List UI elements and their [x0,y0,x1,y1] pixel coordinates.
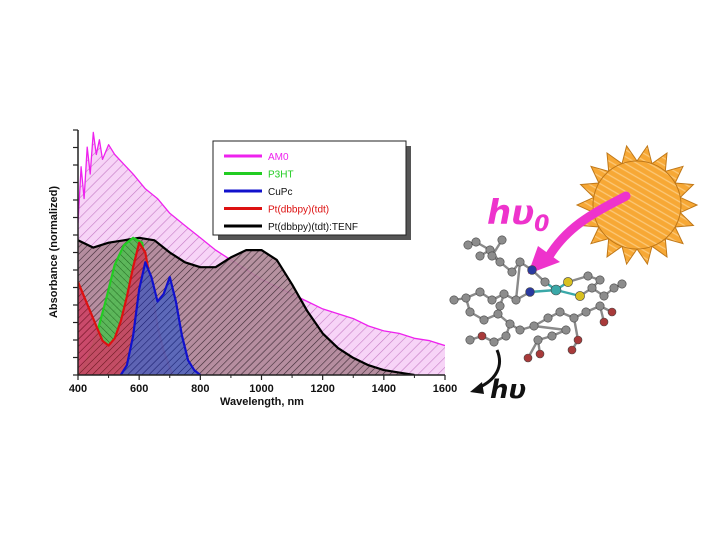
molecule-atom [465,335,475,345]
hv-label: hυ [490,375,526,405]
x-axis-title: Wavelength, nm [220,396,304,408]
x-tick-label: 600 [130,383,148,395]
molecule-atom [493,309,503,319]
molecule-atom [511,295,521,305]
molecule-atom [533,335,543,345]
molecule-atom [563,277,573,287]
series-layer [78,131,445,375]
molecule-atom [587,283,597,293]
sun-disc [592,160,682,250]
legend-label-am0: AM0 [268,152,289,163]
y-axis-title: Absorbance (normalized) [48,186,60,318]
molecule-atom [617,279,627,289]
legend-label-pt-dbbpy-tdt-tenf: Pt(dbbpy)(tdt):TENF [268,222,358,233]
x-tick-label: 1400 [372,383,396,395]
series-line-cupc [119,261,201,375]
x-tick-label: 1600 [433,383,457,395]
molecule-atom [495,301,505,311]
molecule-atom [599,291,609,301]
legend-items: AM0 P3HT CuPc Pt(dbbpy)(tdt) Pt(dbbpy)(tdt):… [224,152,358,233]
molecule-atom [555,307,565,317]
molecule-atom [607,307,617,317]
legend: AM0 P3HT CuPc Pt(dbbpy)(tdt) Pt(dbbpy)(tdt):… [212,140,411,240]
molecule-atom [527,265,537,275]
x-tick-label: 1200 [310,383,334,395]
molecule-atom [487,251,497,261]
sun [575,144,699,266]
molecule-atom [463,240,473,250]
molecule-atom [540,277,550,287]
molecule-atom [475,287,485,297]
molecule-atom [543,313,553,323]
molecule-atom [581,307,591,317]
molecule-atom [497,235,507,245]
series-line-am0 [78,131,445,347]
x-tick-label: 1000 [249,383,273,395]
incoming-light-arrow [528,191,631,274]
legend-label-p3ht: P3HT [268,170,294,181]
molecule-bond [533,324,567,332]
molecule-atom [583,271,593,281]
molecule-atom [535,349,545,359]
emit-arrow-head [470,382,484,394]
molecule-atom [505,319,515,329]
molecule-atom [465,307,475,317]
molecule-atom [575,291,585,301]
molecule-atom [529,321,539,331]
arrow-shaft [543,191,631,263]
molecule-atom [609,283,619,293]
molecule-atom [487,295,497,305]
hv0-label: hυ0 [487,193,549,237]
molecule-bond [514,261,522,301]
chart: 400 600 800 1000 1200 1400 1600 Wavelength, nm… [48,129,457,408]
molecule-atom [561,325,571,335]
molecule-atom [550,284,562,296]
molecule-atom [499,289,509,299]
series-area-cupc [120,262,201,375]
molecule-atom [507,267,517,277]
molecule-atom [569,313,579,323]
molecule-atom [471,237,481,247]
molecule-atom [479,315,489,325]
molecule-atom [501,331,511,341]
molecule-atom [595,275,605,285]
molecule-atom [449,295,459,305]
molecule-atom [599,317,609,327]
molecule-atom [477,331,487,341]
emitted-light-arrow [470,349,502,394]
x-axis-ticks: 400 600 800 1000 1200 1400 1600 [69,375,457,395]
molecule-atom [461,293,471,303]
molecule-atom [567,345,577,355]
molecule-structure [449,235,627,363]
molecule-atom [525,287,535,297]
molecule-atom [475,251,485,261]
molecule-atom [515,257,525,267]
molecule-atom [595,301,605,311]
molecule-atom [489,337,499,347]
molecule-atom [495,257,505,267]
molecule-atom [547,331,557,341]
x-tick-label: 800 [191,383,209,395]
y-axis-ticks [73,129,78,376]
arrow-head [528,246,560,274]
x-tick-label: 400 [69,383,87,395]
legend-label-pt-dbbpy-tdt: Pt(dbbpy)(tdt) [268,205,329,216]
molecule-atom [523,353,533,363]
molecule-atom [515,325,525,335]
molecule-atom [573,335,583,345]
legend-label-cupc: CuPc [268,187,292,198]
